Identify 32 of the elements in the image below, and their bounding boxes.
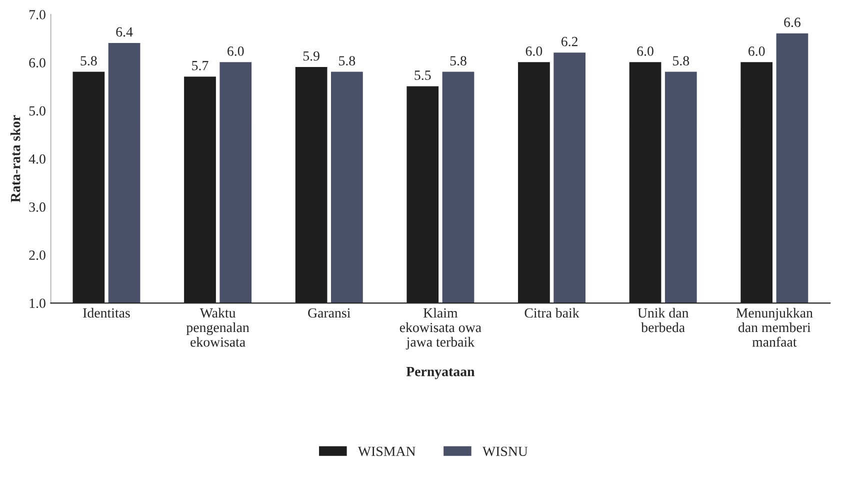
- y-tick-label: 5.0: [29, 106, 46, 116]
- legend-label: WISNU: [482, 446, 528, 456]
- data-label: 5.8: [450, 56, 466, 66]
- y-tick-label: 1.0: [30, 298, 46, 308]
- data-label: 6.0: [228, 46, 244, 56]
- x-tick-label: Waktu pengenalan ekowisata: [186, 308, 250, 347]
- data-label: 5.9: [303, 51, 320, 61]
- data-label: 6.0: [526, 46, 542, 56]
- y-tick-label: 2.0: [29, 250, 46, 260]
- x-axis-title: Pernyataan: [406, 367, 475, 380]
- data-label: 5.5: [414, 70, 431, 80]
- legend-label: WISMAN: [358, 446, 416, 456]
- data-label: 6.0: [748, 46, 765, 56]
- data-label: 5.8: [339, 56, 356, 66]
- x-tick-label: Menunjukkan dan memberi manfaat: [736, 308, 813, 347]
- data-label: 5.8: [673, 56, 690, 66]
- data-label: 6.6: [784, 18, 800, 28]
- x-tick-label: Citra baik: [524, 308, 580, 318]
- y-tick-label: 3.0: [29, 202, 46, 212]
- x-tick-label: Unik dan berbeda: [638, 308, 689, 332]
- data-label: 5.7: [192, 61, 208, 70]
- x-tick-label: Identitas: [83, 308, 130, 318]
- y-tick-label: 7.0: [30, 10, 46, 20]
- x-tick-label: Klaim ekowisata owa jawa terbaik: [400, 308, 482, 350]
- y-axis-title: Rata-rata skor: [10, 115, 20, 202]
- x-tick-label: Garansi: [308, 308, 350, 318]
- data-label: 6.0: [637, 46, 654, 56]
- y-tick-label: 6.0: [29, 58, 46, 68]
- data-label: 5.8: [80, 56, 97, 66]
- data-label: 6.2: [561, 36, 578, 46]
- data-label: 6.4: [116, 27, 133, 37]
- y-tick-label: 4.0: [28, 154, 46, 164]
